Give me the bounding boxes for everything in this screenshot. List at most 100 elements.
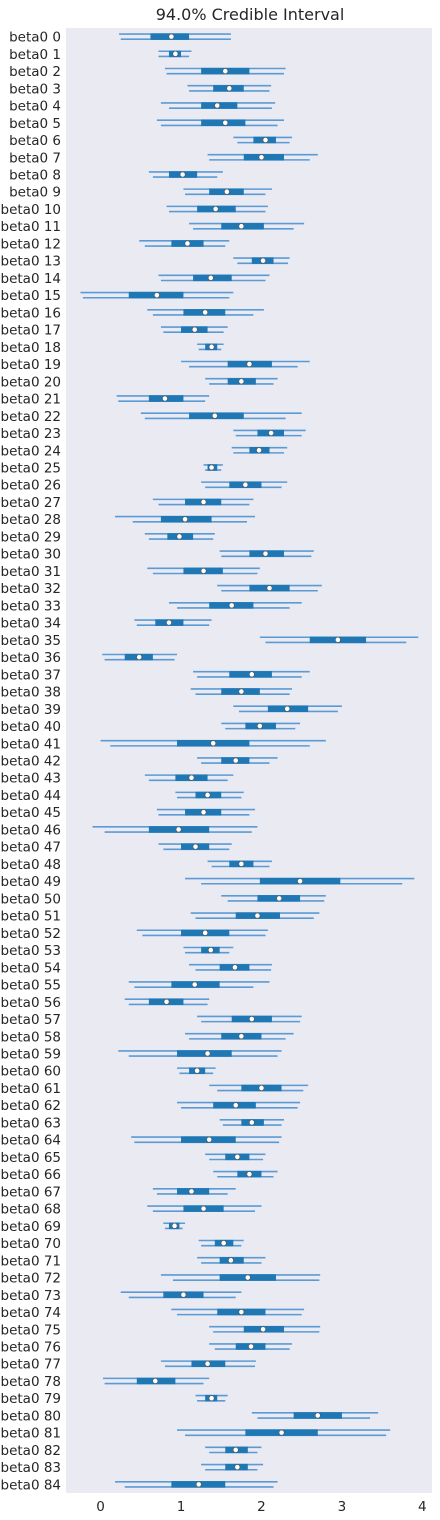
y-tick-label: beta0 13 [1, 254, 62, 270]
y-tick-label: beta0 12 [1, 236, 62, 252]
y-tick-label: beta0 71 [1, 1253, 62, 1269]
mean-point [191, 981, 198, 988]
mean-point [204, 1050, 211, 1057]
y-tick-label: beta0 33 [1, 598, 62, 614]
mean-point [262, 137, 269, 143]
mean-point [202, 309, 209, 316]
y-tick-label: beta0 82 [1, 1443, 62, 1459]
y-tick-label: beta0 44 [1, 788, 62, 804]
y-tick-label: beta0 61 [1, 1081, 62, 1097]
mean-point [248, 1016, 255, 1022]
y-tick-label: beta0 38 [1, 685, 62, 701]
y-tick-label: beta0 56 [1, 995, 62, 1011]
y-tick-label: beta0 49 [1, 874, 62, 890]
y-tick-label: beta0 46 [1, 822, 62, 838]
mean-point [195, 1481, 202, 1488]
y-tick-label: beta0 70 [1, 1236, 62, 1252]
y-tick-label: beta0 17 [1, 323, 62, 339]
y-tick-label: beta0 37 [1, 667, 62, 683]
y-tick-label: beta0 14 [1, 271, 62, 287]
mean-point [238, 688, 245, 695]
x-tick-label: 1 [177, 1499, 186, 1515]
y-tick-label: beta0 18 [1, 340, 62, 356]
mean-point [200, 568, 207, 574]
y-tick-label: beta0 21 [1, 392, 62, 408]
mean-point [234, 1464, 241, 1471]
mean-point [211, 412, 218, 419]
mean-point [268, 430, 275, 436]
mean-point [191, 326, 198, 333]
mean-point [238, 1309, 245, 1315]
mean-point [172, 50, 179, 57]
mean-point [153, 292, 160, 299]
y-tick-label: beta0 72 [1, 1271, 62, 1287]
mean-point [248, 1119, 255, 1126]
mean-point [258, 1085, 265, 1091]
y-tick-label: beta0 35 [1, 633, 62, 649]
mean-point [334, 636, 341, 643]
mean-point [238, 223, 245, 230]
mean-point [238, 861, 245, 867]
mean-point [232, 1102, 239, 1109]
mean-point [278, 1429, 285, 1436]
mean-point [180, 1291, 187, 1298]
y-tick-label: beta0 55 [1, 978, 62, 994]
mean-point [200, 809, 207, 816]
y-tick-label: beta0 10 [1, 202, 62, 218]
mean-point [208, 464, 215, 471]
mean-point [136, 654, 143, 660]
y-tick-label: beta0 64 [1, 1133, 62, 1149]
mean-point [228, 1257, 234, 1264]
x-tick-label: 4 [418, 1499, 427, 1515]
mean-point [246, 1171, 253, 1178]
chart-title: 94.0% Credible Interval [156, 5, 345, 24]
y-tick-label: beta0 15 [1, 288, 62, 304]
mean-point [223, 188, 230, 195]
y-tick-label: beta0 57 [1, 1012, 62, 1028]
y-tick-label: beta0 23 [1, 426, 62, 442]
y-tick-label: beta0 84 [1, 1477, 62, 1493]
y-tick-label: beta0 9 [9, 185, 61, 201]
y-tick-label: beta0 79 [1, 1391, 62, 1407]
mean-point [208, 1395, 215, 1402]
y-tick-label: beta0 6 [9, 133, 61, 149]
mean-point [204, 792, 211, 798]
y-tick-label: beta0 31 [1, 564, 62, 580]
mean-point [176, 533, 183, 540]
y-tick-label: beta0 26 [1, 478, 62, 494]
mean-point [188, 1188, 195, 1195]
y-tick-label: beta0 4 [9, 99, 61, 115]
mean-point [210, 740, 217, 747]
mean-point [284, 705, 291, 712]
mean-point [200, 1205, 207, 1212]
mean-point [226, 85, 233, 92]
mean-point [232, 1447, 239, 1453]
y-tick-label: beta0 62 [1, 1098, 62, 1114]
y-tick-label: beta0 52 [1, 926, 62, 942]
mean-point [200, 499, 207, 505]
mean-point [234, 1154, 241, 1160]
mean-point [220, 1240, 227, 1246]
y-tick-label: beta0 78 [1, 1374, 62, 1390]
x-tick-label: 3 [338, 1499, 347, 1515]
y-tick-label: beta0 76 [1, 1340, 62, 1356]
mean-point [207, 947, 214, 953]
y-tick-label: beta0 45 [1, 805, 62, 821]
y-tick-label: beta0 3 [9, 81, 61, 97]
mean-point [194, 1067, 201, 1074]
y-tick-label: beta0 51 [1, 909, 62, 925]
y-tick-label: beta0 81 [1, 1426, 62, 1442]
y-tick-label: beta0 69 [1, 1219, 62, 1235]
x-tick-label: 2 [257, 1499, 266, 1515]
y-tick-label: beta0 0 [9, 30, 61, 46]
y-tick-label: beta0 65 [1, 1150, 62, 1166]
y-tick-label: beta0 67 [1, 1184, 62, 1200]
y-tick-label: beta0 43 [1, 771, 62, 787]
y-tick-label: beta0 27 [1, 495, 62, 511]
mean-point [188, 774, 195, 781]
mean-point [297, 878, 303, 885]
y-tick-label: beta0 83 [1, 1460, 62, 1476]
mean-point [212, 206, 219, 212]
mean-point [214, 102, 221, 109]
